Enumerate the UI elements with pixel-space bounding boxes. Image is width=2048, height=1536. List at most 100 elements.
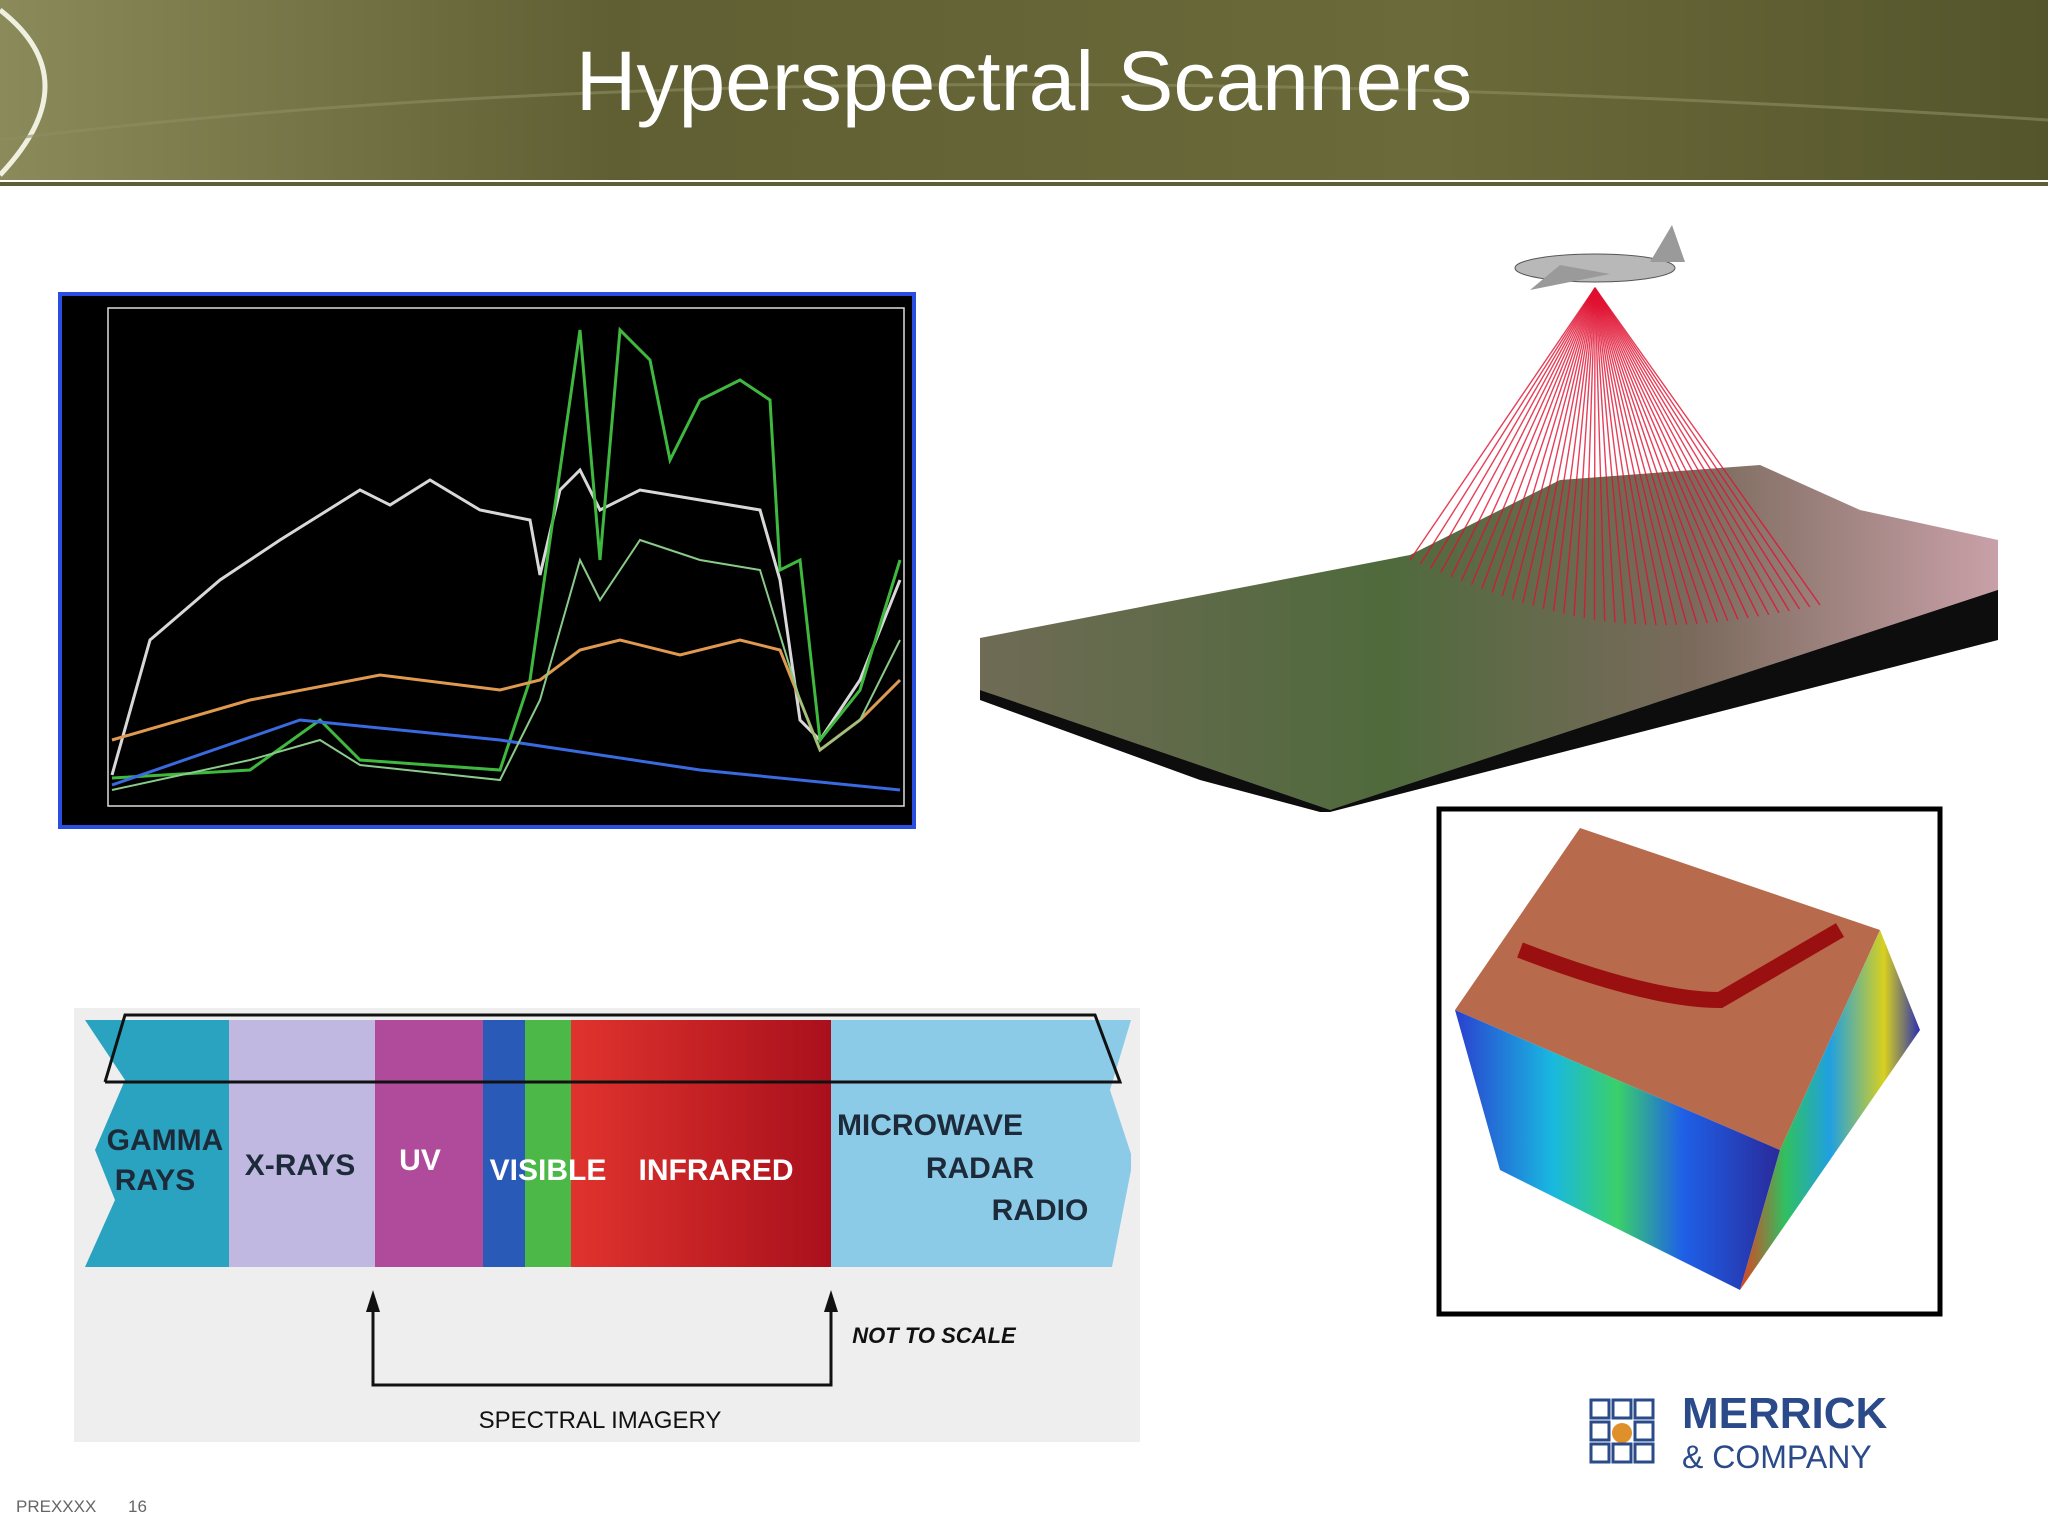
spectrum-curve [111,326,902,780]
em-spectrum-diagram: GAMMA RAYS X-RAYS UV VISIBLE INFRARED MI… [74,1008,1140,1442]
hypercube-image [1436,806,1943,1317]
spectrum-curve [111,538,901,791]
laser-ray [1594,287,1678,626]
laser-ray [1460,287,1596,582]
laser-ray [1583,287,1596,619]
laser-ray [1542,287,1596,609]
band-label: GAMMA [107,1124,224,1157]
laser-ray [1594,287,1749,619]
bracket-label: SPECTRAL IMAGERY [479,1407,722,1434]
laser-ray [1522,287,1596,603]
laser-ray [1594,287,1647,625]
band-outline [103,1013,1123,1084]
laser-ray [1594,287,1811,608]
band-label: MICROWAVE [837,1109,1023,1142]
laser-ray [1594,287,1729,622]
band-label: RAYS [115,1164,196,1197]
laser-ray [1594,287,1667,626]
laser-ray [1440,287,1596,574]
laser-ray [1594,287,1760,617]
laser-ray [1594,287,1688,625]
logo-cell [1633,1442,1655,1464]
terrain-side [980,590,1998,812]
arrow-left [366,1290,380,1312]
laser-ray [1573,287,1596,617]
header-swoosh [0,82,2048,142]
spectrum-curve [110,467,902,776]
laser-fan [1409,287,1821,626]
footer-code: PREXXXX [16,1497,96,1516]
airborne-scanner-image [980,225,1998,812]
cube-side-left [1455,1010,1780,1290]
laser-ray [1491,287,1596,593]
laser-ray [1409,287,1596,561]
laser-ray [1450,287,1596,578]
bracket [371,1312,833,1387]
logo-cell [1633,1398,1655,1420]
band-label: X-RAYS [245,1149,356,1182]
cube-river [1517,923,1845,1009]
logo-cell [1633,1420,1655,1442]
company-logo: MERRICK & COMPANY [1589,1389,1888,1475]
laser-ray [1594,287,1606,622]
laser-ray [1594,287,1626,624]
band-label: VISIBLE [490,1154,607,1187]
spectrum-curve [111,718,901,792]
band-microwave [831,1020,1131,1267]
laser-ray [1419,287,1596,565]
laser-ray [1594,287,1698,625]
laser-ray [1552,287,1596,612]
laser-ray [1429,287,1596,569]
plot-axes [107,307,905,807]
spectral-plot-image [58,292,916,829]
logo-cell [1589,1442,1611,1464]
laser-ray [1511,287,1596,600]
band-label: RADIO [992,1194,1089,1227]
laser-ray [1594,287,1719,623]
logo-cell [1611,1442,1633,1464]
band-uv [375,1020,484,1267]
logo-name: MERRICK [1682,1389,1888,1438]
logo-cell [1589,1420,1611,1442]
wing [1530,265,1610,290]
logo-subname: & COMPANY [1682,1439,1872,1475]
band-label: UV [399,1144,441,1177]
logo-cell [1612,1423,1632,1443]
fuselage [1514,253,1676,283]
laser-ray [1594,287,1801,610]
logo-mark [1589,1398,1655,1464]
band-infrared [571,1020,831,1267]
laser-ray [1594,287,1739,620]
laser-ray [1593,287,1596,620]
band-xray [229,1020,376,1267]
laser-ray [1594,287,1708,624]
laser-ray [1594,287,1657,626]
laser-ray [1563,287,1596,614]
scale-note: NOT TO SCALE [852,1323,1017,1348]
laser-ray [1594,287,1616,623]
laser-ray [1470,287,1596,586]
laser-ray [1532,287,1596,606]
header-band [0,0,2048,180]
arrow-right [824,1290,838,1312]
laser-ray [1594,287,1770,616]
cube-side-right [1740,930,1920,1290]
tail [1650,225,1685,262]
band-label: RADAR [926,1152,1035,1185]
laser-ray [1501,287,1596,597]
airplane-icon [1514,225,1685,290]
header-arc [0,8,48,177]
logo-cell [1589,1398,1611,1420]
logo-cell [1611,1398,1633,1420]
footer-page: 16 [128,1497,147,1516]
band-label: INFRARED [639,1154,794,1187]
band-visible-green [525,1020,571,1267]
laser-ray [1594,287,1790,612]
plot-frame [58,292,916,829]
band-visible-blue [483,1020,526,1267]
laser-ray [1594,287,1821,606]
laser-ray [1594,287,1637,625]
laser-ray [1594,287,1780,614]
